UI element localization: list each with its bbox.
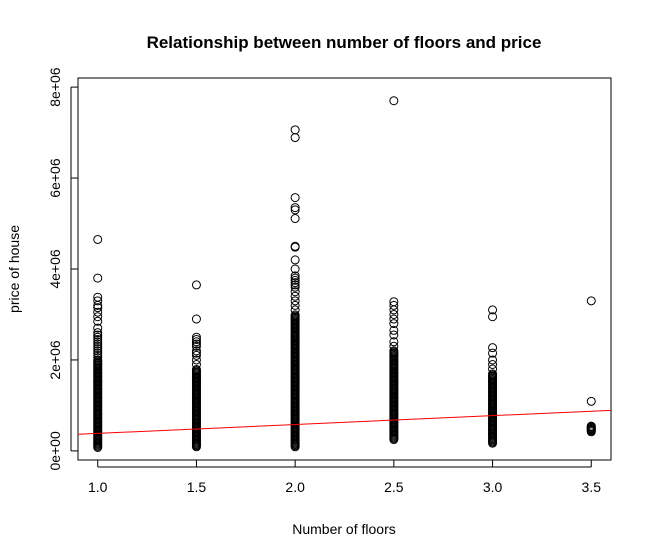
data-point (93, 312, 103, 322)
data-point (191, 350, 201, 360)
data-point (586, 425, 596, 435)
data-point (290, 242, 300, 252)
data-point (586, 296, 596, 306)
data-point (191, 341, 201, 351)
regression-line (77, 409, 612, 435)
data-point (191, 360, 201, 369)
data-point (290, 271, 300, 281)
data-point (290, 214, 300, 224)
x-tick-label: 1.0 (88, 479, 108, 495)
data-point (488, 364, 498, 374)
data-point (389, 300, 399, 310)
data-point (290, 280, 300, 290)
data-point (290, 275, 300, 285)
data-point (290, 291, 300, 301)
y-axis-label: price of house (6, 225, 22, 313)
data-point (191, 355, 201, 365)
data-point (290, 300, 300, 310)
data-point (290, 193, 300, 203)
data-point (93, 303, 103, 313)
data-point (290, 133, 300, 143)
data-point (93, 341, 103, 351)
y-tick-label: 4e+06 (47, 249, 63, 289)
data-point (93, 330, 103, 340)
y-tick-label: 0e+00 (47, 431, 63, 471)
data-point (488, 348, 498, 358)
data-point (389, 305, 399, 315)
data-point (93, 348, 103, 358)
data-point (191, 348, 201, 358)
x-axis-label: Number of floors (292, 521, 395, 537)
data-point (389, 309, 399, 319)
data-point (93, 353, 103, 363)
data-point (290, 264, 300, 274)
data-point (191, 346, 201, 356)
data-point (389, 314, 399, 324)
data-point (488, 343, 498, 353)
data-point (290, 273, 300, 283)
x-tick-label: 2.0 (285, 479, 305, 495)
data-point (290, 287, 300, 297)
data-point (290, 282, 300, 292)
data-point (488, 369, 498, 379)
data-point (93, 339, 103, 349)
data-point (488, 360, 498, 369)
chart-title: Relationship between number of floors an… (147, 33, 542, 52)
data-point (191, 337, 201, 347)
data-point (93, 346, 103, 356)
data-point (191, 334, 201, 344)
data-point (389, 325, 399, 335)
data-point (93, 337, 103, 347)
data-point (586, 396, 596, 406)
data-point (93, 300, 103, 310)
data-point (389, 346, 399, 356)
data-point (389, 319, 399, 329)
data-point (93, 344, 103, 354)
data-point (488, 312, 498, 322)
data-point (290, 296, 300, 306)
data-points (93, 96, 596, 452)
x-tick-label: 2.5 (384, 479, 404, 495)
data-point (93, 323, 103, 333)
data-point (93, 332, 103, 342)
data-point (488, 355, 498, 365)
data-point (93, 328, 103, 338)
data-point (290, 205, 300, 215)
x-tick-label: 3.5 (582, 479, 602, 495)
data-point (191, 365, 201, 375)
data-point (488, 305, 498, 315)
data-point (93, 350, 103, 360)
data-point (290, 125, 300, 135)
data-point (290, 203, 300, 213)
data-point (93, 355, 103, 365)
data-point (290, 278, 300, 288)
data-point (93, 296, 103, 306)
data-point (191, 314, 201, 324)
data-point (389, 96, 399, 106)
data-point (191, 339, 201, 349)
y-tick-label: 6e+06 (47, 158, 63, 198)
data-point (389, 341, 399, 351)
data-point (191, 332, 201, 342)
data-point (389, 337, 399, 347)
data-point (93, 316, 103, 326)
y-tick-label: 8e+06 (47, 67, 63, 107)
data-point (93, 307, 103, 317)
data-point (290, 255, 300, 265)
y-tick-label: 2e+06 (47, 340, 63, 380)
data-point (93, 234, 103, 244)
data-point (93, 334, 103, 344)
x-tick-label: 1.5 (187, 479, 207, 495)
data-point (290, 310, 300, 320)
plot-frame (77, 77, 612, 461)
data-point (389, 330, 399, 340)
data-point (93, 273, 103, 283)
axis-ticks: 1.0 1.5 2.0 2.5 3.0 3.5 0e+00 2e+06 4e+06 6e+06 8e… (47, 67, 601, 495)
data-point (191, 280, 201, 290)
data-point (290, 305, 300, 315)
x-tick-label: 3.0 (483, 479, 503, 495)
